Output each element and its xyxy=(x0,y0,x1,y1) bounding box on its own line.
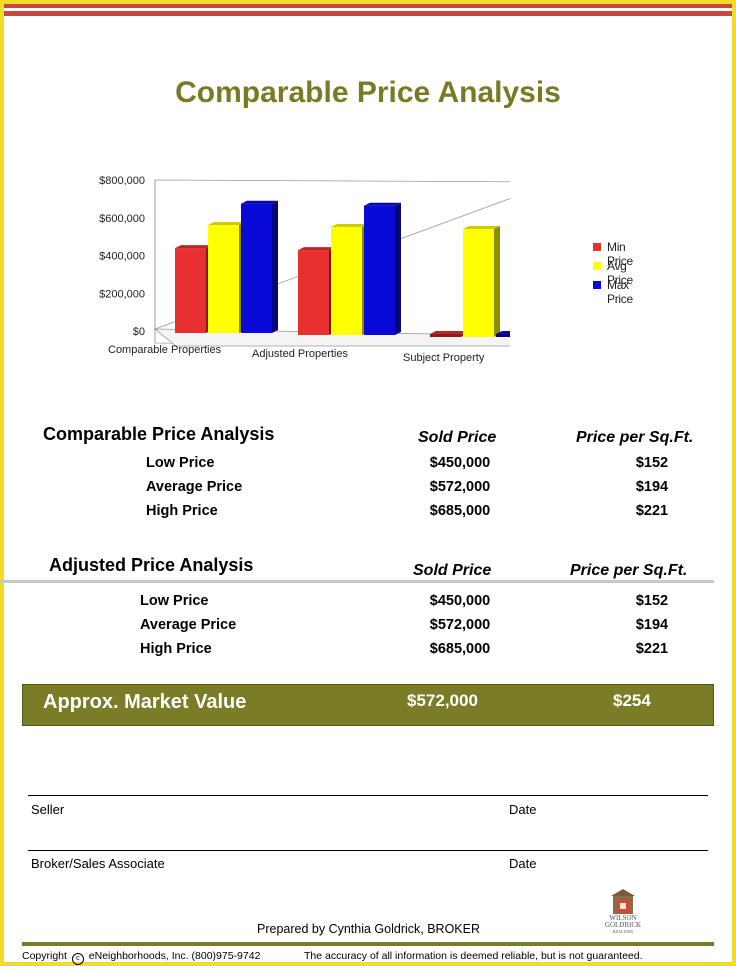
market-value-sqft: $254 xyxy=(613,691,651,710)
logo-line2: GOLDRICK xyxy=(604,921,642,929)
y-tick-label: $400,000 xyxy=(99,251,145,263)
legend-max-price: Max Price xyxy=(607,278,633,306)
logo-text: WILSON GOLDRICK REALTORS xyxy=(596,915,650,935)
legend-swatch-max xyxy=(593,281,601,289)
comparable-row-sqft: $194 xyxy=(635,479,669,495)
comparable-sold-header: Sold Price xyxy=(418,429,497,446)
comparable-row-label: High Price xyxy=(146,503,218,519)
legend-min-price: Min Price xyxy=(607,240,633,268)
price-chart: $800,000 $600,000 $400,000 $200,000 $0 Compa… xyxy=(99,175,510,364)
bar-min-price xyxy=(298,247,335,335)
legend-avg-price: Avg Price xyxy=(607,259,633,287)
seller-date-label: Date xyxy=(509,802,537,817)
comparable-row-label: Average Price xyxy=(146,479,243,495)
adjusted-row-label: Average Price xyxy=(140,617,237,633)
adjusted-sqft-header: Price per Sq.Ft. xyxy=(570,562,688,579)
y-tick-label: $200,000 xyxy=(99,288,145,300)
market-value-bar: Approx. Market Value $572,000 $254 xyxy=(22,684,714,726)
page-title: Comparable Price Analysis xyxy=(175,76,561,109)
adjusted-row-sold: $572,000 xyxy=(429,617,491,633)
y-tick-label: $600,000 xyxy=(99,213,145,225)
comparable-sqft-header: Price per Sq.Ft. xyxy=(576,429,694,446)
adjusted-row-sold: $685,000 xyxy=(429,641,491,657)
bar-max-price xyxy=(496,331,510,337)
comparable-row-sold: $572,000 xyxy=(429,479,491,495)
header-stripe-white xyxy=(4,8,732,11)
adjusted-row-label: High Price xyxy=(140,641,212,657)
y-tick-label: $800,000 xyxy=(99,175,145,187)
bar-min-price xyxy=(430,331,467,337)
comparable-row-label: Low Price xyxy=(146,455,215,471)
market-value-sold: $572,000 xyxy=(407,691,478,710)
company-logo: WILSON GOLDRICK REALTORS xyxy=(596,888,650,936)
adjusted-row-sqft: $194 xyxy=(635,617,669,633)
header-stripe-red xyxy=(4,4,732,8)
bar-min-price xyxy=(175,245,212,333)
comparable-row-sqft: $152 xyxy=(635,455,669,471)
chart-floor xyxy=(153,328,510,347)
copyright-icon: c xyxy=(71,953,84,965)
bar-avg-price xyxy=(208,222,245,333)
logo-line1: WILSON xyxy=(609,914,637,922)
footer-rule xyxy=(22,942,714,946)
logo-line3: REALTORS xyxy=(612,929,634,934)
bar-max-price xyxy=(241,200,278,333)
adjusted-divider xyxy=(0,580,714,583)
legend-swatch-min xyxy=(593,243,601,251)
bar-avg-price xyxy=(463,226,500,337)
header-stripe-red-2 xyxy=(4,11,732,16)
seller-signature-line xyxy=(28,795,708,796)
footer-company: eNeighborhoods, Inc. (800)975-9742 xyxy=(88,950,261,962)
category-label: Comparable Properties xyxy=(108,344,222,356)
broker-date-label: Date xyxy=(509,856,537,871)
broker-label: Broker/Sales Associate xyxy=(31,856,165,871)
adjusted-row-label: Low Price xyxy=(140,593,209,609)
category-label: Adjusted Properties xyxy=(252,348,348,360)
adjusted-heading: Adjusted Price Analysis xyxy=(49,555,254,575)
footer-copyright-block: Copyright c eNeighborhoods, Inc. (800)97… xyxy=(22,950,260,965)
footer-disclaimer: The accuracy of all information is deeme… xyxy=(304,950,643,962)
y-tick-label: $0 xyxy=(133,326,145,338)
adjusted-row-sqft: $152 xyxy=(635,593,669,609)
seller-label: Seller xyxy=(31,802,65,817)
comparable-heading: Comparable Price Analysis xyxy=(43,424,275,444)
bar-avg-price xyxy=(331,224,368,335)
house-icon xyxy=(611,889,635,914)
legend-swatch-avg xyxy=(593,262,601,270)
prepared-by: Prepared by Cynthia Goldrick, BROKER xyxy=(257,922,481,936)
bar-max-price xyxy=(364,202,401,335)
comparable-row-sold: $450,000 xyxy=(429,455,491,471)
adjusted-row-sqft: $221 xyxy=(635,641,669,657)
comparable-row-sqft: $221 xyxy=(635,503,669,519)
adjusted-sold-header: Sold Price xyxy=(413,562,492,579)
market-value-label: Approx. Market Value xyxy=(43,691,247,713)
adjusted-row-sold: $450,000 xyxy=(429,593,491,609)
category-label: Subject Property xyxy=(403,352,485,364)
broker-signature-line xyxy=(28,850,708,851)
comparable-row-sold: $685,000 xyxy=(429,503,491,519)
footer-copyright: Copyright xyxy=(22,950,67,962)
